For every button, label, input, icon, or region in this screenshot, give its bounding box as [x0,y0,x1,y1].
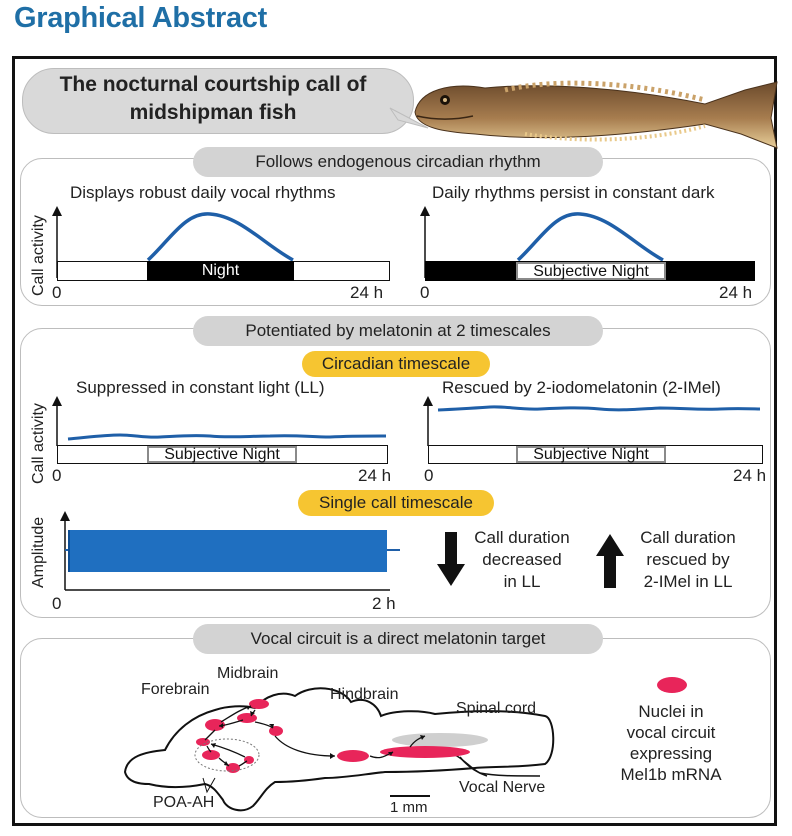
panel2-left-x-end: 24 h [358,466,392,485]
panel2-right-axis [423,396,433,446]
bubble-line2: midshipman fish [129,101,297,124]
panel2-left-axis [52,396,62,446]
amplitude-plot [60,511,400,591]
amplitude-x-end: 2 h [372,594,396,613]
nucleus-poa-4 [244,756,254,764]
legend-line2: vocal circuit [626,723,716,742]
nucleus-vocal-motor [380,746,470,758]
nucleus-midbrain-3 [269,726,283,736]
up-text-line3: 2-IMel in LL [643,572,733,591]
up-text-line1: Call duration [640,528,736,547]
title-bubble [22,68,414,134]
panel2-pill: Potentiated by melatonin at 2 timescales [193,316,603,346]
nucleus-midbrain-1 [249,699,269,709]
bubble-title: The nocturnal courtship call of midshipm… [22,71,404,127]
panel1-left-title: Displays robust daily vocal rhythms [70,183,336,202]
legend-text: Nuclei in vocal circuit expressing Mel1b… [600,701,742,785]
midshipman-fish-image [414,80,778,149]
legend-line3: expressing [629,744,713,763]
panel1-left-nightbar: Night [147,261,294,281]
panel2-left-subjective: Subjective Night [147,446,297,463]
panel1-right-x-end: 24 h [719,283,753,302]
panel1-right-curve [516,212,664,262]
poa-dashed-region [194,738,260,772]
down-text-line1: Call duration [474,528,570,547]
panel1-left-x-end: 24 h [350,283,384,302]
panel2-right-title: Rescued by 2-iodomelatonin (2-IMel) [442,378,721,397]
up-arrow-text: Call duration rescued by 2-IMel in LL [626,527,750,593]
amplitude-waveform [69,530,387,572]
legend-nucleus-icon [657,677,687,693]
nucleus-poa-2 [202,750,220,760]
bubble-line1: The nocturnal courtship call of [59,73,367,96]
down-text-line2: decreased [482,550,562,569]
panel2-left-curve [67,433,387,441]
panel2-ylabel: Call activity [30,403,47,484]
panel1-ylabel: Call activity [30,215,47,296]
panel1-left-curve [146,212,294,262]
panel1-right-x-start: 0 [420,283,430,302]
down-arrow-icon [437,532,465,586]
panel1-right-title: Daily rhythms persist in constant dark [432,183,715,202]
page-title: Graphical Abstract [14,2,267,34]
amplitude-ylabel: Amplitude [30,516,47,588]
label-forebrain: Forebrain [141,681,210,698]
panel2-left-title: Suppressed in constant light (LL) [76,378,325,397]
legend-line4: Mel1b mRNA [620,765,722,784]
circadian-timescale-pill: Circadian timescale [302,351,490,377]
label-vocal-nerve: Vocal Nerve [459,779,546,796]
panel1-right-subjective: Subjective Night [516,262,666,280]
nucleus-forebrain [205,719,225,731]
down-text-line3: in LL [503,572,541,591]
label-hindbrain: Hindbrain [330,686,399,703]
down-arrow-text: Call duration decreased in LL [466,527,578,593]
panel1-left-x-start: 0 [52,283,62,302]
label-poa-ah: POA-AH [153,794,215,811]
panel2-right-x-end: 24 h [733,466,767,485]
panel3-pill: Vocal circuit is a direct melatonin targ… [193,624,603,654]
legend-line1: Nuclei in [638,702,704,721]
panel2-right-curve [437,405,761,412]
panel1-pill: Follows endogenous circadian rhythm [193,147,603,177]
up-arrow-icon [596,534,624,588]
abstract-frame [12,56,777,826]
panel2-right-subjective: Subjective Night [516,446,666,463]
panel2-left-x-start: 0 [52,466,62,485]
panel1-plots [52,206,664,278]
brain-diagram [123,687,555,812]
panel2-plots [52,396,761,446]
panel2-right-x-start: 0 [424,466,434,485]
up-text-line2: rescued by [646,550,730,569]
amplitude-x-start: 0 [52,594,62,613]
label-scale: 1 mm [390,799,428,816]
single-call-timescale-pill: Single call timescale [298,490,494,516]
label-midbrain: Midbrain [217,665,279,682]
spinal-gray-region [392,733,488,747]
nucleus-poa-1 [196,738,210,746]
label-spinal-cord: Spinal cord [456,700,537,717]
nucleus-hindbrain [337,750,369,762]
bubble-tail [389,107,429,129]
